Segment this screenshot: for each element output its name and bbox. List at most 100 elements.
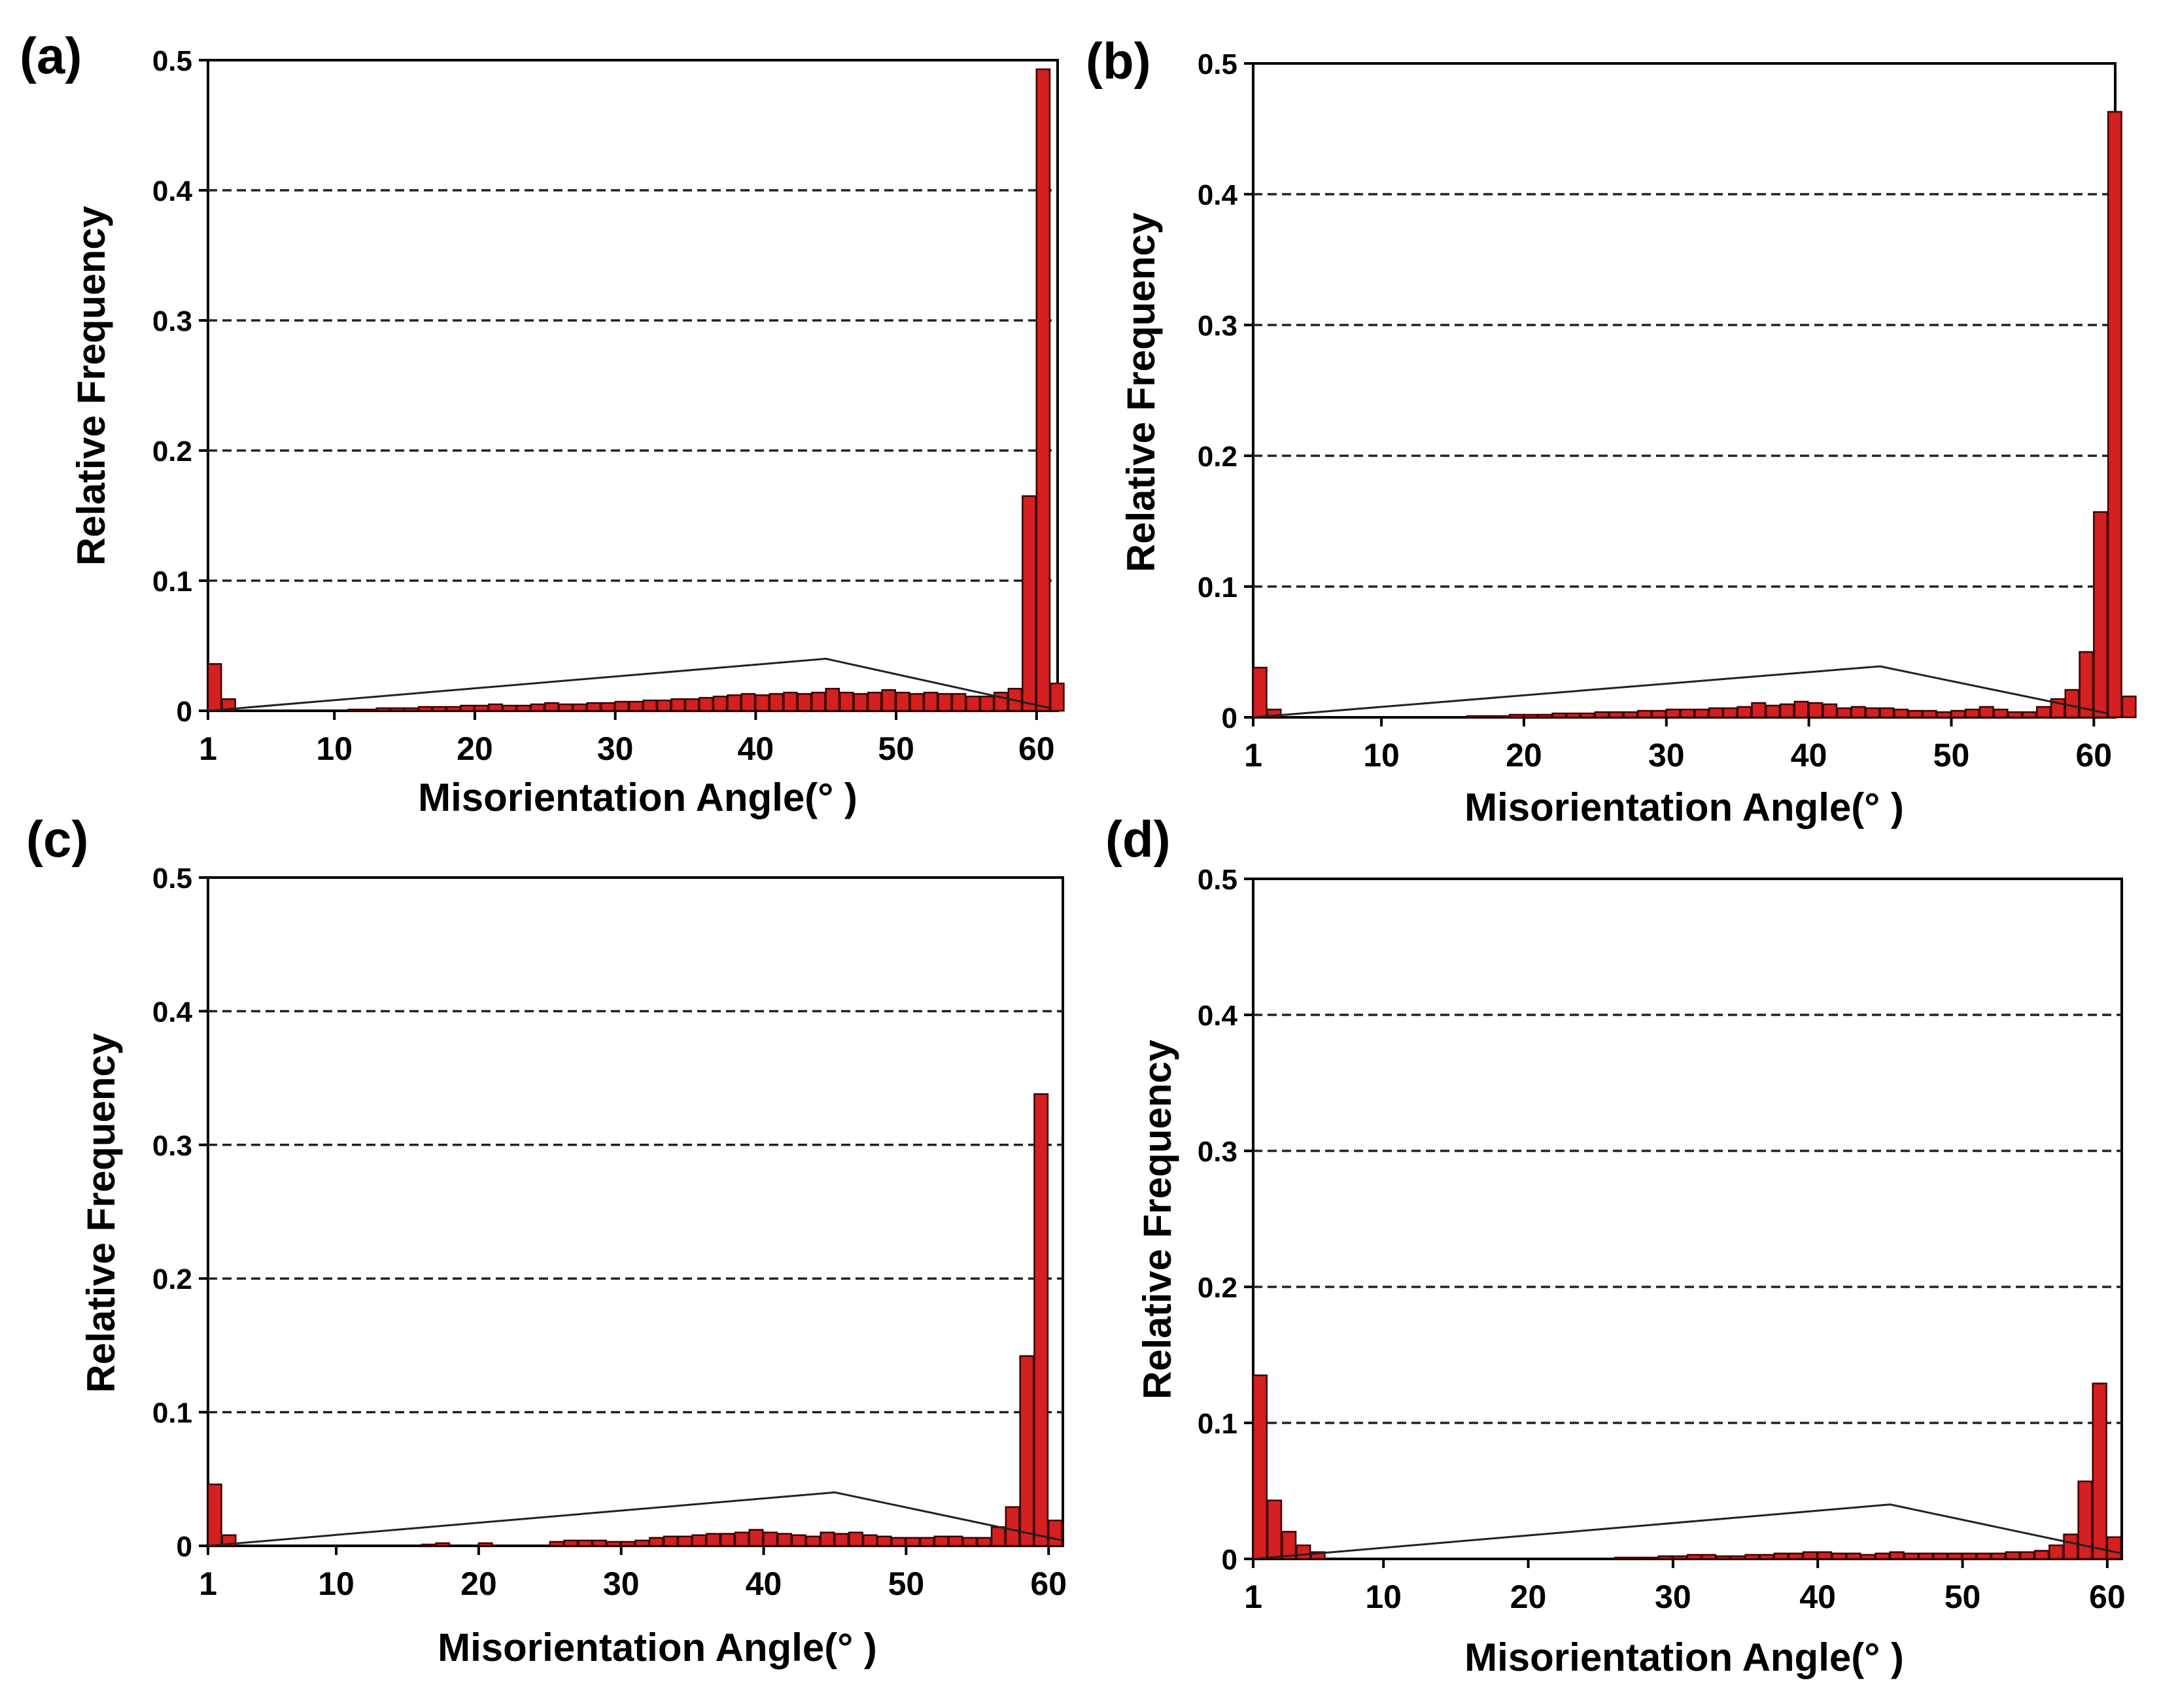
- bar: [1836, 707, 1852, 719]
- bar: [1466, 715, 1481, 719]
- y-tick-label: 0.3: [1198, 310, 1237, 342]
- bar: [1523, 713, 1538, 719]
- bar: [435, 1542, 451, 1547]
- y-tick-label: 0: [1222, 702, 1237, 734]
- bar: [1903, 1552, 1920, 1560]
- x-tick-label: 1: [199, 730, 217, 767]
- bar: [965, 695, 980, 712]
- bar: [1694, 708, 1710, 719]
- bar: [2064, 689, 2080, 719]
- y-tick-label: 0.1: [152, 1397, 192, 1429]
- bar: [558, 703, 574, 712]
- bar: [1918, 1552, 1934, 1560]
- bar: [1701, 1554, 1717, 1560]
- bar: [937, 692, 952, 712]
- y-tick-label: 0.1: [152, 566, 192, 598]
- bar: [477, 1542, 493, 1547]
- y-tick-label: 0.2: [1198, 1272, 1237, 1304]
- bar: [691, 1534, 707, 1547]
- bar: [544, 702, 559, 712]
- bar: [1993, 708, 2009, 719]
- bar: [1759, 1554, 1774, 1560]
- bar: [951, 692, 967, 712]
- bar: [1860, 1554, 1876, 1560]
- x-tick-label: 30: [1655, 1579, 1691, 1615]
- bar: [684, 698, 700, 712]
- bar: [1962, 1552, 1977, 1560]
- x-tick-label: 1: [199, 1565, 217, 1602]
- x-tick-label: 30: [603, 1565, 640, 1602]
- bar: [620, 1541, 636, 1547]
- bar: [1643, 1556, 1659, 1560]
- y-tick-label: 0.4: [152, 996, 193, 1028]
- bar: [2035, 706, 2051, 719]
- bar: [763, 1531, 778, 1547]
- bar: [2077, 1480, 2093, 1560]
- bar: [347, 708, 363, 712]
- bar: [1773, 1552, 1789, 1560]
- bar: [1716, 1555, 1731, 1560]
- y-axis-title: Relative Frequency: [1135, 1039, 1179, 1399]
- bar: [1033, 1093, 1049, 1547]
- x-axis-title: Misorientation Angle(° ): [1464, 785, 1904, 829]
- x-tick-label: 50: [1933, 737, 1970, 774]
- bar: [979, 695, 995, 712]
- bar: [853, 692, 869, 712]
- panel-label: (d): [1105, 810, 1171, 868]
- y-tick-label: 0.2: [152, 1263, 192, 1295]
- bar: [1047, 1519, 1063, 1547]
- chart-panel-b: (b) 0 0.1 0.2 0.3 0.4 0.5 1 10 20 30 40 50 60 Misorien…: [1086, 32, 2137, 829]
- bar: [1035, 68, 1051, 712]
- bar: [919, 1537, 935, 1547]
- reference-curve: [207, 657, 1051, 712]
- bar: [977, 1537, 992, 1547]
- reference-curve: [1253, 1503, 2122, 1560]
- bar: [838, 691, 854, 712]
- bar: [488, 703, 503, 712]
- bar: [2033, 1550, 2050, 1560]
- bar: [923, 691, 939, 712]
- bar: [719, 1533, 735, 1547]
- bar: [389, 707, 405, 712]
- bar: [421, 1543, 436, 1547]
- chart-panel-a: (a) 0 0.1 0.2 0.3 0.4 0.5 1 10 20 30 40 50 60 Misorien…: [20, 27, 1065, 819]
- bar: [1594, 711, 1610, 719]
- x-tick-label: 20: [457, 730, 493, 767]
- bar: [1730, 1555, 1746, 1560]
- bar: [1537, 713, 1553, 719]
- bar: [881, 689, 897, 712]
- bar: [502, 704, 517, 712]
- bar: [1965, 708, 1980, 719]
- bar: [1922, 709, 1937, 719]
- y-tick-label: 0.1: [1198, 572, 1237, 604]
- bar: [1808, 702, 1824, 719]
- x-tick-label: 60: [1030, 1565, 1067, 1602]
- bar: [1802, 1551, 1818, 1560]
- bar: [1788, 1552, 1803, 1560]
- y-tick-label: 0.2: [152, 436, 192, 468]
- bar: [460, 704, 475, 712]
- bar: [876, 1535, 892, 1547]
- bar: [727, 694, 742, 712]
- x-tick-label: 10: [318, 1565, 354, 1602]
- bar: [1751, 702, 1767, 719]
- bar: [1744, 1554, 1760, 1560]
- bar: [2106, 1536, 2122, 1560]
- bar: [1566, 712, 1582, 719]
- bar: [1933, 1552, 1948, 1560]
- bar: [825, 687, 840, 712]
- bar: [614, 700, 630, 712]
- y-axis-title: Relative Frequency: [79, 1033, 123, 1393]
- bar: [2092, 1382, 2107, 1560]
- x-tick-label: 20: [460, 1565, 497, 1602]
- bar: [1252, 666, 1268, 719]
- bar: [1551, 712, 1567, 719]
- x-tick-label: 50: [888, 1565, 925, 1602]
- y-tick-label: 0.5: [1198, 48, 1237, 80]
- bar: [933, 1535, 949, 1547]
- bar: [549, 1541, 564, 1547]
- bar: [769, 692, 784, 712]
- bar: [734, 1531, 750, 1547]
- bar: [1252, 1374, 1268, 1560]
- bar: [2063, 1533, 2079, 1560]
